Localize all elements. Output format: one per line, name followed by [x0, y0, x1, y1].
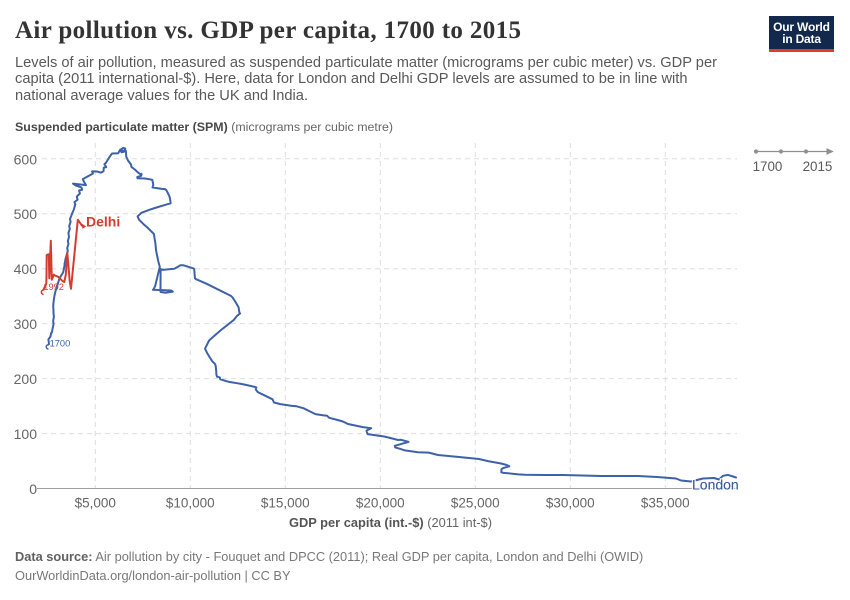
svg-text:$10,000: $10,000: [166, 496, 215, 511]
svg-text:London: London: [692, 477, 739, 493]
svg-text:0: 0: [29, 481, 37, 497]
svg-text:$20,000: $20,000: [356, 496, 405, 511]
svg-text:600: 600: [14, 151, 38, 167]
svg-text:1700: 1700: [50, 339, 71, 349]
svg-text:Delhi: Delhi: [86, 214, 120, 230]
svg-text:100: 100: [14, 426, 38, 442]
svg-text:400: 400: [14, 261, 38, 277]
svg-text:London: London: [692, 477, 739, 493]
svg-text:200: 200: [14, 371, 38, 387]
svg-text:500: 500: [14, 206, 38, 222]
svg-text:$15,000: $15,000: [261, 496, 310, 511]
svg-text:$25,000: $25,000: [451, 496, 500, 511]
svg-text:300: 300: [14, 316, 38, 332]
svg-text:$5,000: $5,000: [75, 496, 116, 511]
svg-text:$30,000: $30,000: [546, 496, 595, 511]
svg-text:1700: 1700: [753, 159, 783, 174]
svg-text:$35,000: $35,000: [641, 496, 690, 511]
svg-text:2015: 2015: [803, 159, 833, 174]
svg-text:1992: 1992: [43, 282, 64, 292]
